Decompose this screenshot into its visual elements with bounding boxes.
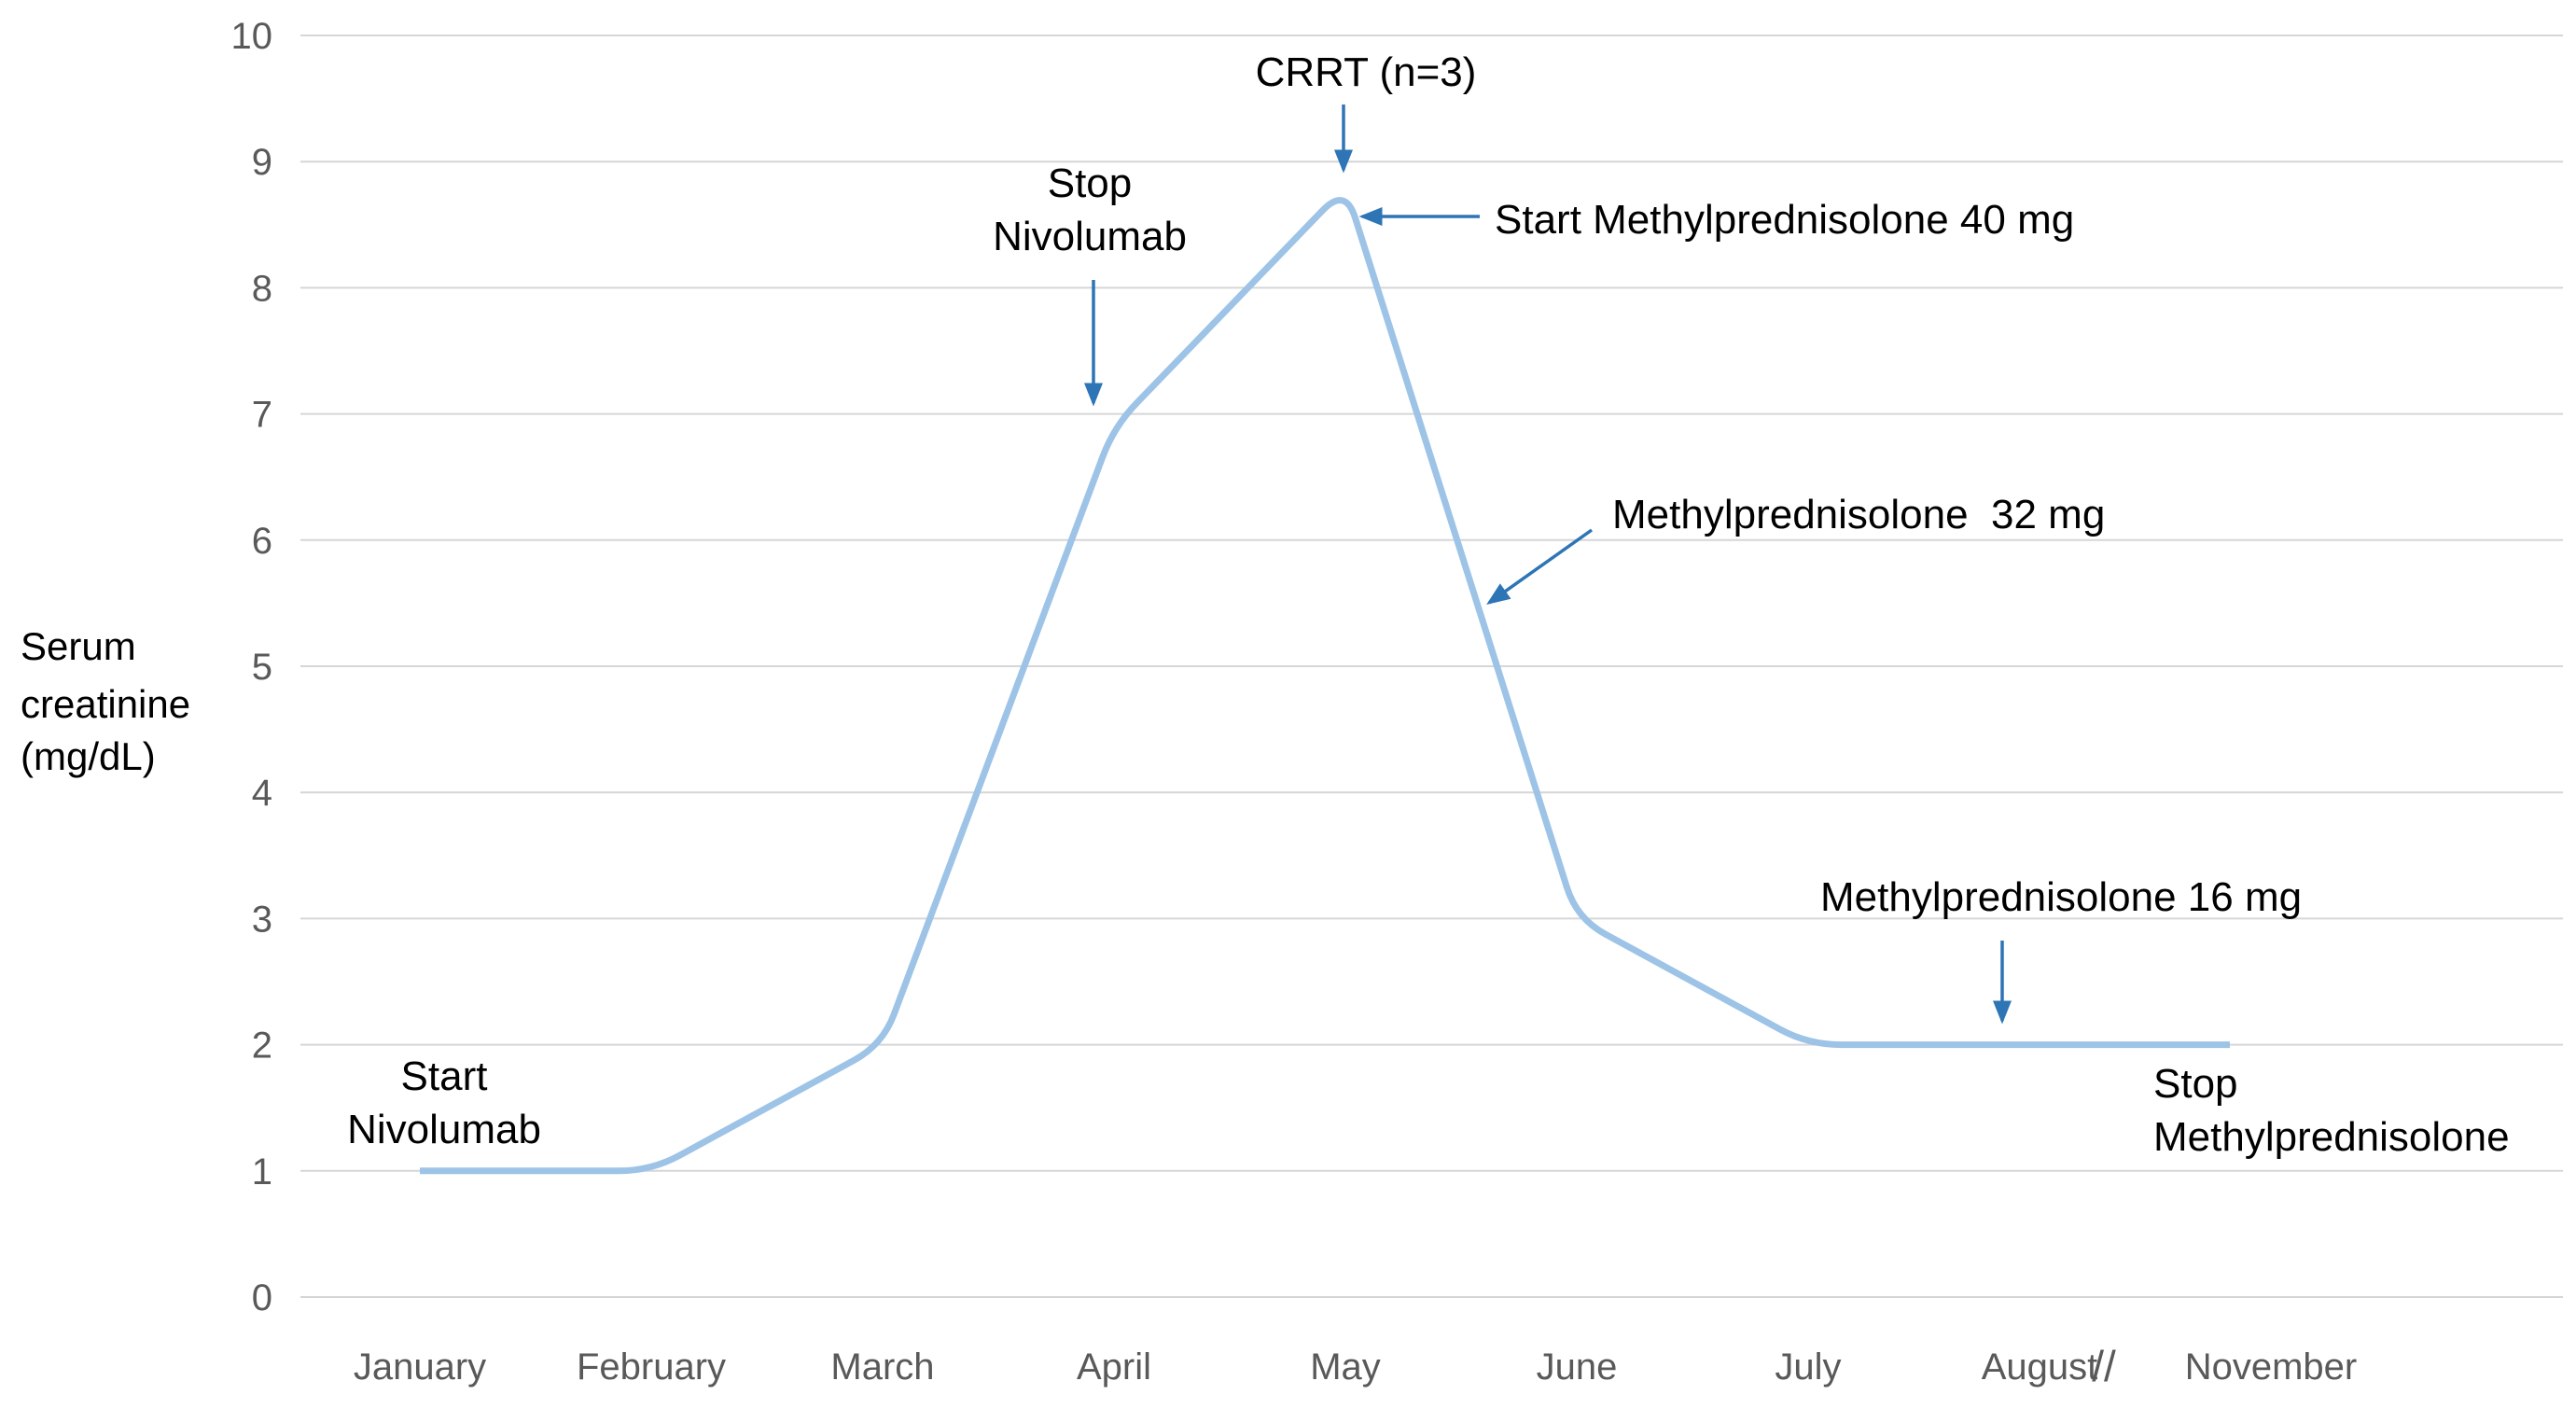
y-tick-label: 3: [252, 899, 272, 940]
x-axis-label: May: [1310, 1346, 1381, 1388]
stop-methylprednisolone-label-line2: Methylprednisolone: [2153, 1114, 2510, 1160]
annotation-methylprednisolone-16: Methylprednisolone 16 mg: [1820, 874, 2302, 1025]
start-nivolumab-label-line2: Nivolumab: [347, 1107, 541, 1152]
annotation-stop-nivolumab: Stop Nivolumab: [993, 160, 1187, 407]
x-axis-label: June: [1537, 1346, 1618, 1388]
annotation-stop-methylprednisolone: Stop Methylprednisolone: [2153, 1061, 2510, 1160]
stop-methylprednisolone-label-line1: Stop: [2153, 1061, 2238, 1107]
start-nivolumab-label-line1: Start: [401, 1053, 488, 1099]
y-axis-title-line2: creatinine: [21, 682, 190, 726]
y-tick-label: 5: [252, 647, 272, 688]
annotation-methylprednisolone-32: Methylprednisolone 32 mg: [1486, 492, 2105, 606]
y-tick-label: 0: [252, 1277, 272, 1318]
y-tick-label: 10: [231, 16, 273, 57]
y-tick-label: 7: [252, 395, 272, 436]
annotation-crrt: CRRT (n=3): [1256, 49, 1477, 174]
start-methylprednisolone-40-label: Start Methylprednisolone 40 mg: [1495, 197, 2074, 243]
y-tick-label: 6: [252, 521, 272, 562]
gridlines: [300, 35, 2563, 1298]
x-axis-labels: January February March April May June July Augu…: [354, 1342, 2357, 1390]
y-axis-title: Serum creatinine (mg/dL): [21, 624, 190, 778]
x-axis-label: November: [2185, 1346, 2358, 1388]
stop-nivolumab-label-line2: Nivolumab: [993, 214, 1187, 259]
y-tick-label: 9: [252, 142, 272, 183]
x-axis-label: April: [1077, 1346, 1151, 1388]
x-axis-label: January: [354, 1346, 486, 1388]
methylprednisolone-16-label: Methylprednisolone 16 mg: [1820, 874, 2302, 920]
series-line-serum-creatinine: [420, 197, 2230, 1175]
y-tick-label: 1: [252, 1151, 272, 1193]
y-tick-label: 4: [252, 773, 272, 814]
annotation-start-nivolumab: Start Nivolumab: [347, 1053, 541, 1152]
y-axis-title-line1: Serum: [21, 624, 136, 668]
y-tick-label: 2: [252, 1025, 272, 1067]
methylprednisolone-32-arrow-icon: [1486, 528, 1594, 606]
methylprednisolone-32-label: Methylprednisolone 32 mg: [1612, 492, 2105, 537]
annotation-start-methylprednisolone-40: Start Methylprednisolone 40 mg: [1358, 197, 2074, 243]
x-axis-label: July: [1775, 1346, 1841, 1388]
x-axis-break-symbol: //: [2092, 1342, 2116, 1390]
x-axis-label: March: [830, 1346, 934, 1388]
crrt-label: CRRT (n=3): [1256, 49, 1477, 95]
y-tick-label: 8: [252, 268, 272, 309]
x-axis-label: February: [577, 1346, 726, 1388]
y-axis-title-line3: (mg/dL): [21, 734, 156, 778]
stop-nivolumab-label-line1: Stop: [1048, 160, 1133, 206]
y-axis-tick-labels: 0 1 2 3 4 5 6 7 8 9 10: [231, 16, 273, 1318]
x-axis-label: August: [1982, 1346, 2098, 1388]
